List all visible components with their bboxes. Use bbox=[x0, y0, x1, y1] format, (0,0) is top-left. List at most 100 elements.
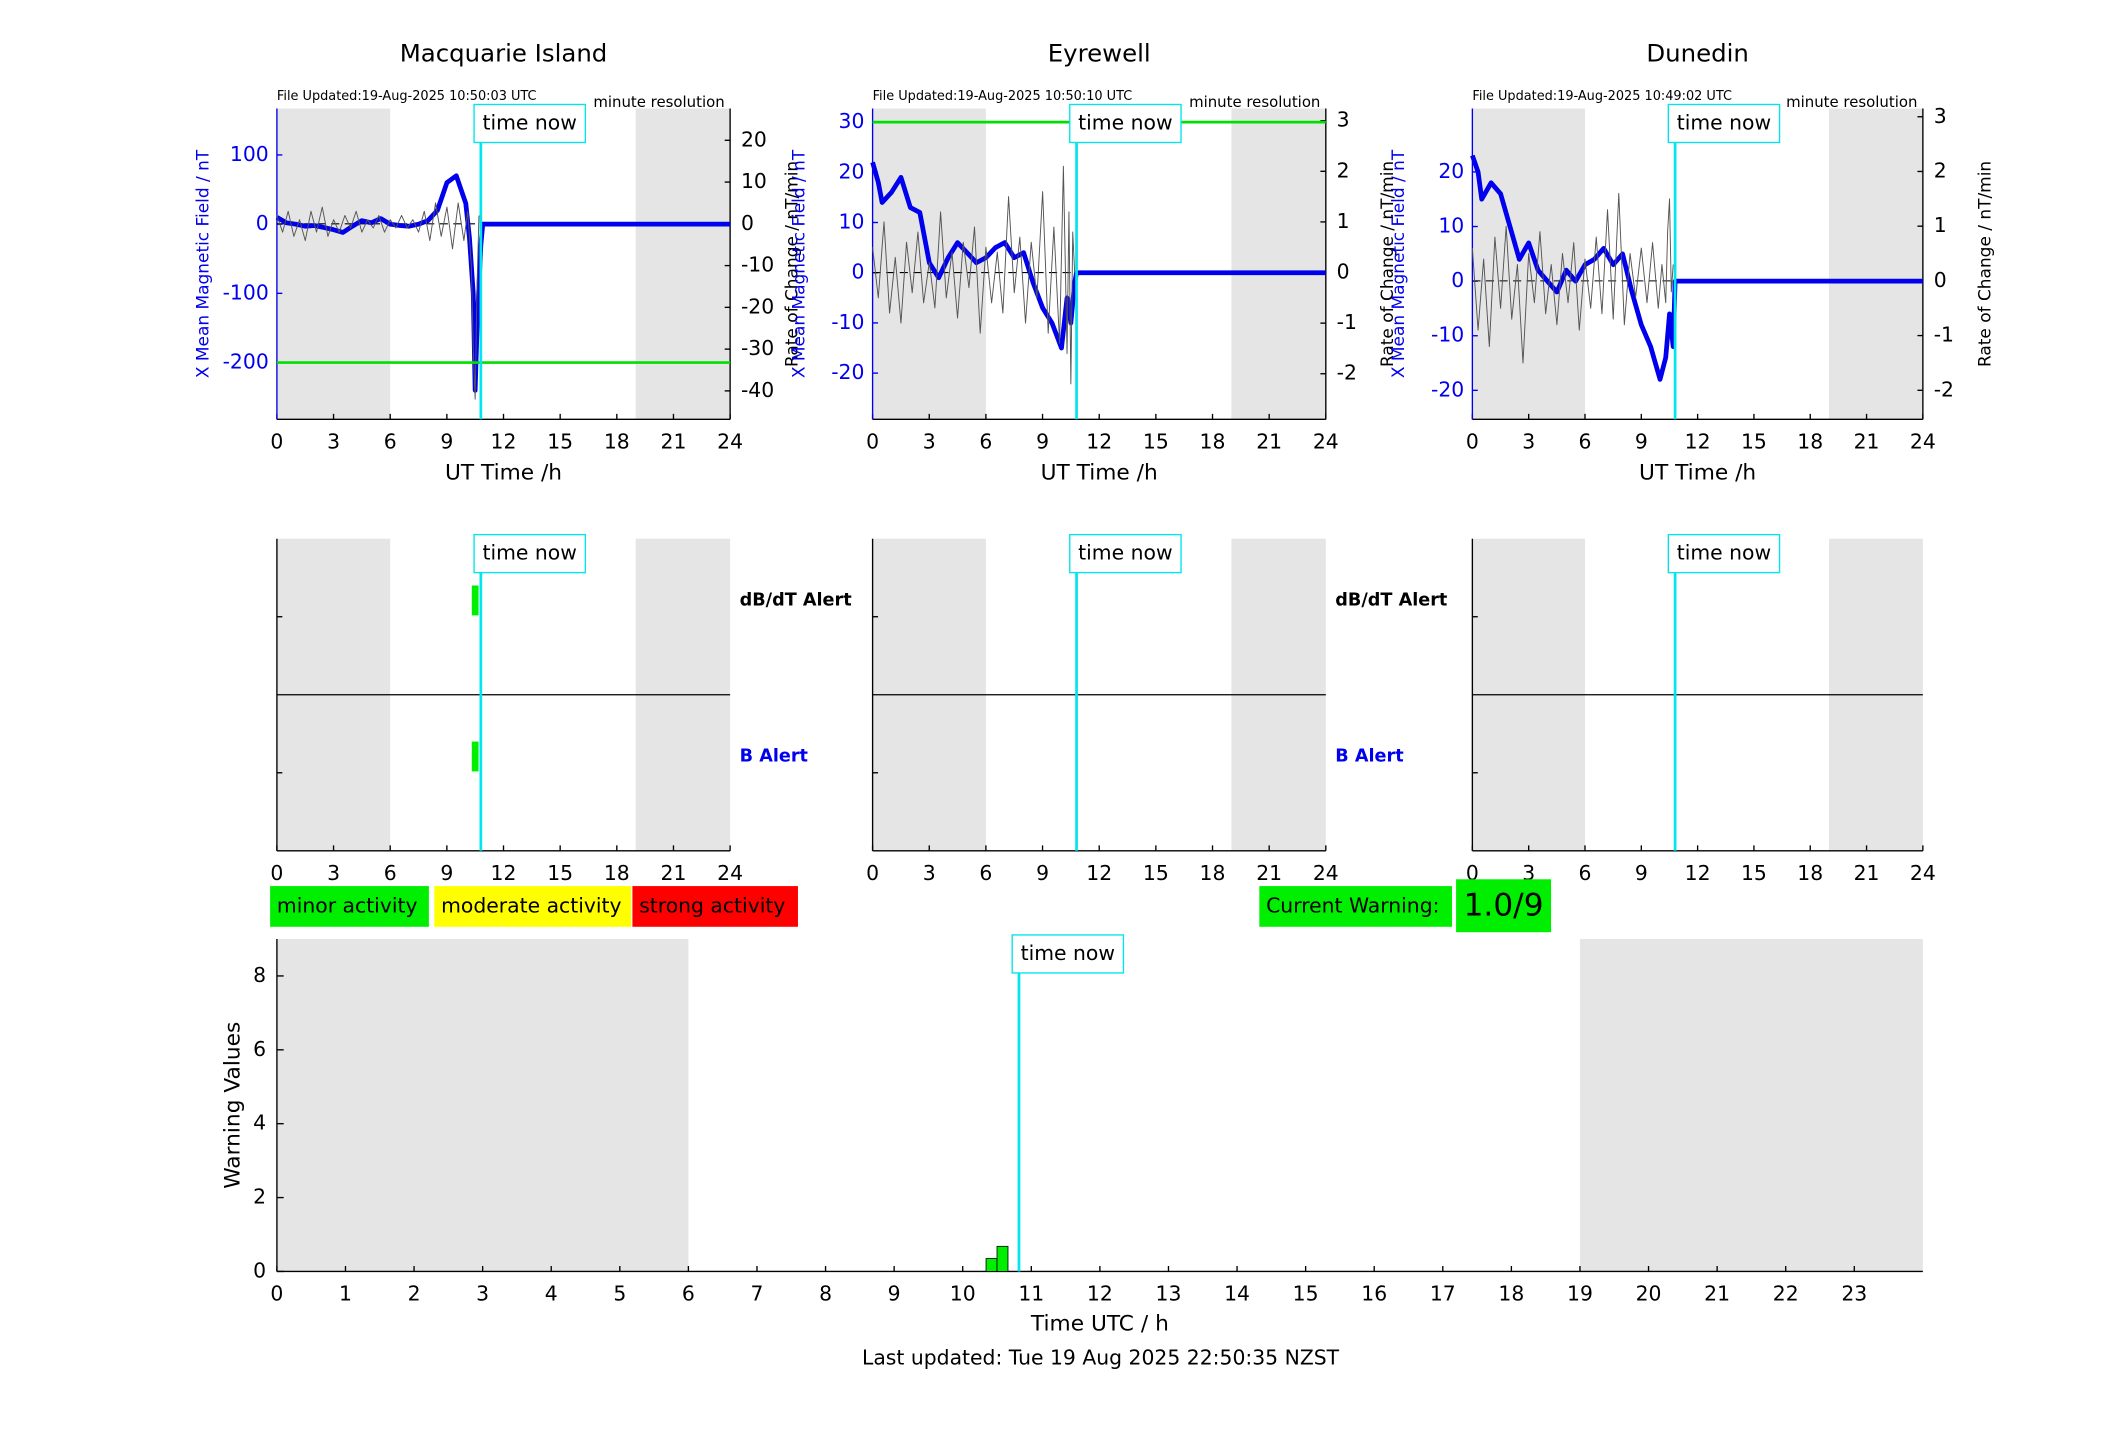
legend-swatch bbox=[434, 886, 632, 927]
x-tick-label: 13 bbox=[1156, 1282, 1182, 1306]
night-shade bbox=[1231, 108, 1326, 420]
x-tick-label: 16 bbox=[1361, 1282, 1387, 1306]
rate-line bbox=[1471, 192, 1674, 364]
alert-label: B Alert bbox=[1335, 746, 1404, 766]
x-axis-label: UT Time /h bbox=[1041, 461, 1158, 486]
x-tick-label: 24 bbox=[1313, 429, 1339, 453]
time-now-box bbox=[1667, 533, 1781, 574]
alert-mark bbox=[471, 741, 479, 772]
night-shade bbox=[1579, 939, 1923, 1272]
y2-tick-label: 3 bbox=[1934, 104, 1947, 128]
x-tick-label: 6 bbox=[384, 429, 397, 453]
x-tick-label: 12 bbox=[491, 429, 517, 453]
x-tick-label: 24 bbox=[717, 861, 743, 885]
x-tick-label: 3 bbox=[1522, 861, 1535, 885]
x-tick-label: 15 bbox=[1143, 861, 1169, 885]
time-now-box bbox=[1011, 934, 1125, 974]
y2-tick-label: -1 bbox=[1337, 310, 1357, 334]
x-tick-label: 10 bbox=[950, 1282, 976, 1306]
warning-bar bbox=[985, 1258, 998, 1272]
x-tick-label: 24 bbox=[1313, 861, 1339, 885]
x-tick-label: 18 bbox=[604, 429, 630, 453]
y-tick-label: -20 bbox=[831, 360, 864, 384]
x-tick-label: 18 bbox=[604, 861, 630, 885]
y-tick-label: -10 bbox=[1431, 323, 1464, 347]
chart-title: Eyrewell bbox=[1048, 38, 1151, 67]
time-now-label: time now bbox=[1677, 110, 1771, 134]
night-shade bbox=[276, 108, 391, 420]
resolution: minute resolution bbox=[593, 93, 724, 111]
x-tick-label: 3 bbox=[923, 861, 936, 885]
x-tick-label: 0 bbox=[1466, 861, 1479, 885]
x-tick-label: 7 bbox=[751, 1282, 764, 1306]
y2-tick-label: -40 bbox=[741, 378, 774, 402]
y-tick-label: -10 bbox=[831, 310, 864, 334]
file-updated: File Updated:19-Aug-2025 10:50:03 UTC bbox=[277, 89, 537, 104]
time-now-label: time now bbox=[482, 110, 576, 134]
x-tick-label: 12 bbox=[1685, 861, 1711, 885]
x-tick-label: 0 bbox=[866, 861, 879, 885]
warning-box bbox=[1259, 886, 1453, 927]
x-tick-label: 15 bbox=[1741, 429, 1767, 453]
x-tick-label: 6 bbox=[682, 1282, 695, 1306]
x-tick-label: 12 bbox=[1086, 429, 1112, 453]
x-tick-label: 12 bbox=[1685, 429, 1711, 453]
x-tick-label: 18 bbox=[1498, 1282, 1524, 1306]
x-tick-label: 4 bbox=[545, 1282, 558, 1306]
resolution: minute resolution bbox=[1786, 93, 1917, 111]
x-tick-label: 15 bbox=[1741, 861, 1767, 885]
x-tick-label: 17 bbox=[1430, 1282, 1456, 1306]
alert-mark bbox=[471, 585, 479, 616]
x-tick-label: 0 bbox=[270, 861, 283, 885]
time-now-box bbox=[1667, 103, 1781, 144]
legend-swatch bbox=[270, 886, 429, 927]
y2-tick-label: 0 bbox=[1337, 260, 1350, 284]
x-tick-label: 9 bbox=[1036, 861, 1049, 885]
x-axis-label: Time UTC / h bbox=[1030, 1311, 1169, 1336]
x-tick-label: 18 bbox=[1797, 861, 1823, 885]
rate-line bbox=[872, 165, 1076, 385]
x-tick-label: 6 bbox=[384, 861, 397, 885]
alert-label: dB/dT Alert bbox=[740, 590, 853, 610]
x-tick-label: 5 bbox=[613, 1282, 626, 1306]
y-tick-label: 20 bbox=[839, 159, 865, 183]
y-tick-label: 0 bbox=[852, 260, 865, 284]
file-updated: File Updated:19-Aug-2025 10:50:10 UTC bbox=[873, 89, 1133, 104]
y2-tick-label: 0 bbox=[741, 211, 754, 235]
night-shade bbox=[1829, 108, 1923, 420]
x-tick-label: 12 bbox=[491, 861, 517, 885]
x-tick-label: 9 bbox=[1635, 861, 1648, 885]
time-now-label: time now bbox=[1078, 110, 1172, 134]
alert-label: B Alert bbox=[740, 746, 809, 766]
x-tick-label: 15 bbox=[1143, 429, 1169, 453]
x-tick-label: 3 bbox=[476, 1282, 489, 1306]
x-tick-label: 15 bbox=[547, 861, 573, 885]
x-tick-label: 18 bbox=[1200, 861, 1226, 885]
y-axis-label: X Mean Magnetic Field / nT bbox=[1388, 149, 1408, 378]
x-tick-label: 9 bbox=[440, 429, 453, 453]
x-tick-label: 0 bbox=[866, 429, 879, 453]
time-now-box bbox=[1069, 533, 1182, 574]
y2-tick-label: 20 bbox=[741, 127, 767, 151]
x-tick-label: 15 bbox=[1293, 1282, 1319, 1306]
time-now-label: time now bbox=[482, 541, 576, 565]
warning-label: Current Warning: bbox=[1266, 893, 1439, 917]
x-tick-label: 18 bbox=[1797, 429, 1823, 453]
x-tick-label: 18 bbox=[1200, 429, 1226, 453]
warning-bar bbox=[996, 1245, 1009, 1272]
y2-tick-label: -20 bbox=[741, 294, 774, 318]
warning-value: 1.0/9 bbox=[1464, 887, 1544, 923]
y-tick-label: 0 bbox=[1451, 268, 1464, 292]
night-shade bbox=[635, 108, 731, 420]
warning-value-box bbox=[1456, 879, 1552, 933]
y-tick-label: -20 bbox=[1431, 377, 1464, 401]
time-now-label: time now bbox=[1021, 941, 1115, 965]
x-tick-label: 6 bbox=[1579, 429, 1592, 453]
x-tick-label: 19 bbox=[1567, 1282, 1593, 1306]
x-tick-label: 9 bbox=[888, 1282, 901, 1306]
y-tick-label: 4 bbox=[253, 1111, 266, 1135]
x-tick-label: 6 bbox=[1579, 861, 1592, 885]
time-now-box bbox=[473, 103, 587, 144]
field-line bbox=[275, 173, 731, 393]
